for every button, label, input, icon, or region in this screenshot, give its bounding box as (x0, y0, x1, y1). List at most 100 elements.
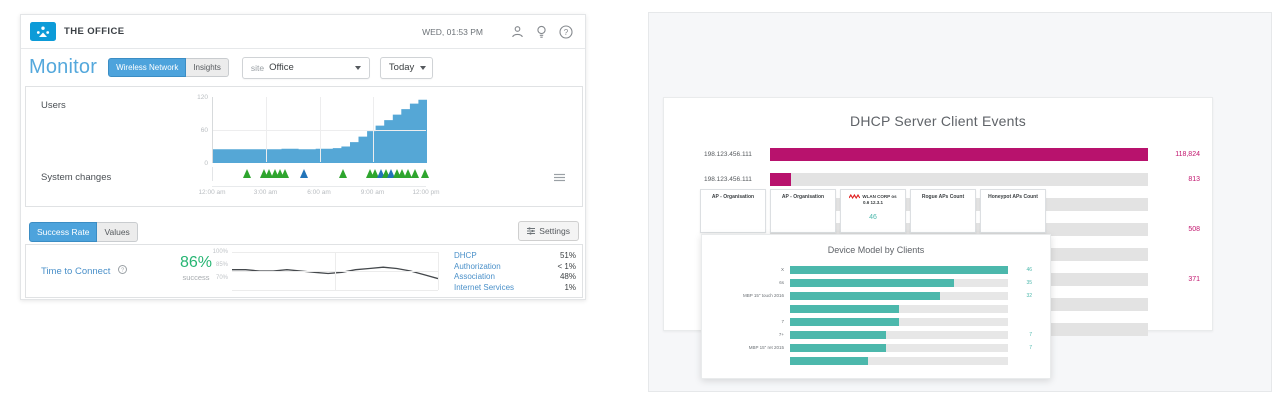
brand-logo-icon[interactable] (30, 22, 56, 41)
bar-label: 198.123.456.111 (704, 176, 752, 183)
system-change-event-marker[interactable] (339, 169, 347, 178)
mini-card-title: AP - Organisation (711, 194, 755, 200)
bar-track (790, 265, 1008, 274)
bar-fill (790, 265, 1008, 274)
mini-widget-card[interactable]: Rogue APs Count (910, 189, 976, 233)
mini-widget-card[interactable]: AP - Organisation (770, 189, 836, 233)
breakdown-label-link[interactable]: DHCP (454, 251, 477, 260)
mini-widget-card[interactable]: AP - Organisation (700, 189, 766, 233)
device-bar-row (702, 302, 1050, 315)
y-tick-label: 60 (200, 127, 208, 134)
settings-button[interactable]: Settings (518, 221, 579, 241)
system-change-event-marker[interactable] (265, 169, 274, 178)
breakdown-value: 51% (559, 251, 576, 260)
system-change-event-marker[interactable] (410, 169, 419, 178)
system-change-event-marker[interactable] (242, 169, 251, 178)
bar-fill (790, 330, 886, 339)
bar-value: 7 (1029, 344, 1032, 351)
monitor-toolbar: Monitor Wireless Network Insights site O… (21, 49, 585, 86)
failure-breakdown-list: DHCP 51% Authorization < 1% Association 48% In… (454, 251, 576, 293)
success-rate-caption: success (182, 273, 210, 282)
system-change-event-marker[interactable] (275, 169, 284, 178)
bar-value: 35 (1026, 279, 1032, 286)
help-icon[interactable]: ? (559, 24, 573, 39)
y-tick-label: 120 (197, 94, 208, 101)
bar-track (790, 317, 1008, 326)
success-rate-block: 86% success (154, 254, 238, 282)
bar-value: 118,824 (1175, 151, 1200, 158)
system-change-event-marker[interactable] (299, 169, 308, 178)
device-bar-row: 6s 35 (702, 276, 1050, 289)
success-rate-sparkline (232, 252, 439, 291)
clock: WED, 01:53 PM (422, 26, 483, 37)
bar-value: 7 (1029, 331, 1032, 338)
system-change-event-marker[interactable] (259, 169, 268, 178)
time-to-connect-link[interactable]: Time to Connect (41, 266, 111, 277)
info-icon[interactable]: ? (118, 265, 127, 274)
device-bar-row: X 46 (702, 263, 1050, 276)
users-label: Users (41, 100, 66, 111)
bar-track (790, 291, 1008, 300)
bar-value: 46 (1026, 266, 1032, 273)
spark-y-tick-label: 70% (215, 275, 228, 281)
breakdown-label-link[interactable]: Association (454, 272, 495, 281)
vendor-logo-icon (849, 194, 861, 199)
bar-label: X (780, 267, 784, 272)
site-select-value: Office (269, 62, 294, 73)
system-change-event-marker[interactable] (397, 169, 406, 178)
device-model-card: Device Model by Clients X 46 6s 35 MBP 15" t… (701, 234, 1051, 379)
device-bar-row: MBP 15" touch 2016 32 (702, 289, 1050, 302)
tab-insights[interactable]: Insights (186, 58, 229, 77)
bulb-icon[interactable] (536, 25, 547, 39)
bar-label: MBP 15" ret 2015 (748, 345, 784, 350)
device-chart-title: Device Model by Clients (827, 245, 925, 255)
bar-label: 7+ (778, 332, 784, 337)
system-change-event-marker[interactable] (404, 169, 413, 178)
spark-y-tick-label: 85% (215, 262, 228, 268)
bar-track (770, 148, 1148, 161)
bar-track (790, 343, 1008, 352)
bar-label: 6s (779, 280, 784, 285)
dhcp-chart-title: DHCP Server Client Events (850, 113, 1026, 129)
mini-widget-card[interactable]: WLAN CORP os 0.6 12.3.1 46 (840, 189, 906, 233)
device-bar-row (702, 354, 1050, 367)
user-icon[interactable] (511, 25, 524, 38)
mini-widget-card[interactable]: Honeypot APs Count (980, 189, 1046, 233)
system-change-event-marker[interactable] (381, 169, 390, 178)
daterange-select[interactable]: Today (379, 56, 433, 79)
app-header: THE OFFICE WED, 01:53 PM ? (21, 15, 585, 49)
breakdown-value: < 1% (557, 261, 576, 271)
breakdown-row: Authorization < 1% (454, 262, 576, 273)
system-change-event-marker[interactable] (371, 169, 380, 178)
menu-icon[interactable] (554, 173, 565, 182)
bar-track (790, 330, 1008, 339)
breakdown-label-link[interactable]: Authorization (454, 261, 501, 271)
tab-wireless-network[interactable]: Wireless Network (108, 58, 187, 77)
system-change-event-marker[interactable] (281, 169, 290, 178)
bar-track (790, 356, 1008, 365)
daterange-select-value: Today (388, 62, 415, 73)
users-chart (212, 97, 427, 163)
system-change-event-marker[interactable] (376, 169, 385, 178)
tab-values[interactable]: Values (97, 222, 138, 242)
mini-card-title: AP - Organisation (781, 194, 825, 200)
monitor-tab-group: Wireless Network Insights (108, 58, 229, 77)
site-select[interactable]: site Office (241, 56, 370, 79)
system-change-event-marker[interactable] (365, 169, 374, 178)
time-to-connect-card: Time to Connect ? 86% success 100% 85% 70%… (25, 244, 583, 298)
tab-success-rate[interactable]: Success Rate (29, 222, 98, 242)
system-change-event-marker[interactable] (387, 169, 396, 178)
breakdown-label-link[interactable]: Internet Services (454, 282, 515, 292)
chevron-down-icon (420, 65, 427, 70)
metric-view-tabs: Success Rate Values Settings (29, 221, 579, 243)
system-change-event-marker[interactable] (421, 169, 430, 178)
device-bar-row: MBP 15" ret 2015 7 (702, 341, 1050, 354)
breakdown-row: DHCP 51% (454, 251, 576, 262)
bar-value: 508 (1188, 226, 1200, 233)
system-change-event-marker[interactable] (270, 169, 279, 178)
system-change-event-marker[interactable] (392, 169, 401, 178)
breakdown-row: Internet Services 1% (454, 283, 576, 294)
y-tick-label: 0 (204, 160, 208, 167)
breakdown-value: 1% (564, 282, 576, 292)
